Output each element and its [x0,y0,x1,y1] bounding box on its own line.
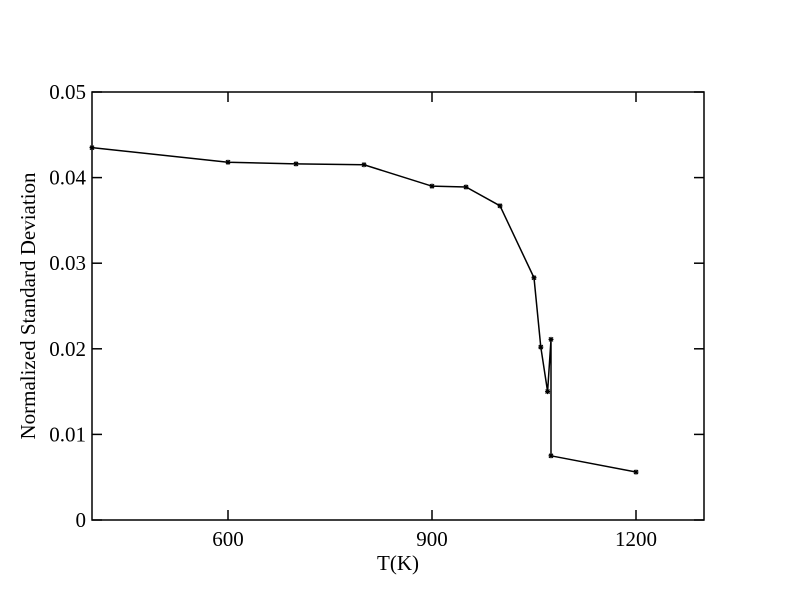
data-point [293,161,299,167]
x-tick-label: 1200 [615,527,657,551]
data-point [545,389,551,395]
data-point [225,159,231,165]
data-point [548,336,554,342]
data-point [361,162,367,168]
y-tick-label: 0.02 [49,337,86,361]
y-tick-label: 0.05 [49,80,86,104]
data-point [429,183,435,189]
data-point [538,344,544,350]
x-axis-label: T(K) [377,551,419,575]
y-axis-label: Normalized Standard Deviation [16,172,40,440]
data-point [497,203,503,209]
data-point [548,453,554,459]
plot-frame [91,91,705,521]
x-tick-label: 900 [416,527,448,551]
data-point [633,469,639,475]
y-tick-label: 0.04 [49,166,86,190]
y-tick-label: 0.01 [49,422,86,446]
data-point [531,275,537,281]
y-tick-label: 0.03 [49,251,86,275]
x-tick-label: 600 [212,527,244,551]
data-point [89,145,95,151]
data-point [463,184,469,190]
y-tick-label: 0 [76,508,87,532]
data-line [91,146,637,473]
